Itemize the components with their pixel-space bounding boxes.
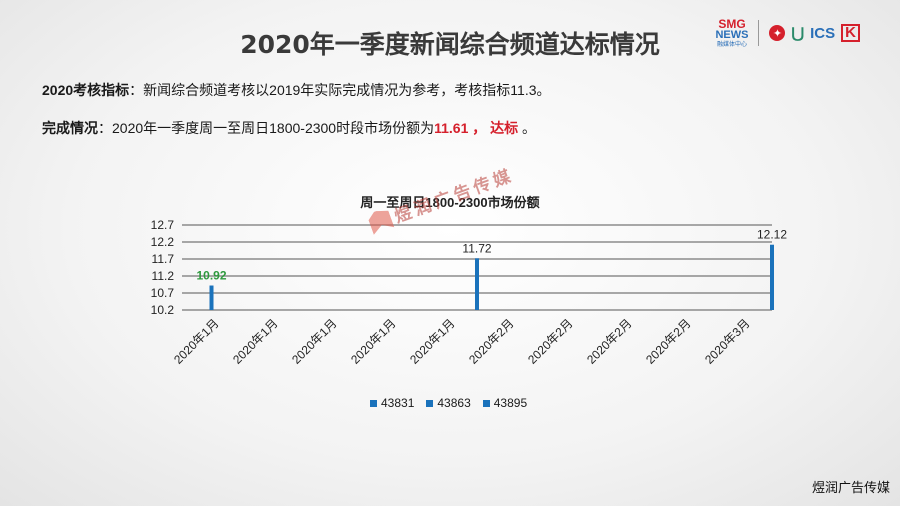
y-tick-label: 10.7 (151, 286, 175, 300)
completion-end: 。 (518, 120, 537, 136)
bar (475, 258, 479, 310)
x-tick-label: 2020年1月 (407, 316, 457, 366)
x-tick-label: 2020年1月 (348, 316, 398, 366)
smg-logo-text: SMG (718, 17, 746, 31)
completion-label: 完成情况 (42, 120, 98, 136)
page-title: 2020年一季度新闻综合频道达标情况 (240, 30, 660, 59)
legend-item: 43895 (482, 396, 528, 410)
bar (209, 285, 214, 310)
news-logo-text: NEWS (715, 29, 749, 41)
media-center-text: 融媒体中心 (716, 42, 747, 48)
x-tick-label: 2020年2月 (584, 316, 634, 366)
bar (770, 244, 774, 310)
logo-group: SMG NEWS 融媒体中心 ✦ ⋃ ICS K (715, 18, 860, 48)
x-tick-label: 2020年2月 (466, 316, 516, 366)
indicator-label: 2020考核指标 (42, 82, 130, 98)
legend-label: 43863 (437, 396, 471, 410)
x-tick-label: 2020年1月 (171, 316, 221, 366)
y-tick-label: 12.7 (151, 218, 175, 232)
ics-logo: ICS (810, 24, 836, 42)
smg-news-logo: SMG NEWS 融媒体中心 (715, 18, 748, 48)
y-tick-label: 12.2 (151, 235, 175, 249)
x-tick-label: 2020年2月 (525, 316, 575, 366)
y-tick-label: 11.7 (152, 252, 175, 266)
indicator-text: ：新闻综合频道考核以2019年实际完成情况为参考，考核指标11.3。 (129, 82, 551, 98)
y-tick-label: 10.2 (151, 303, 175, 317)
x-tick-label: 2020年3月 (702, 316, 752, 366)
completion-value: 11.61 (434, 120, 469, 136)
legend-label: 43895 (493, 396, 528, 410)
legend-label: 43831 (381, 396, 415, 410)
legend-item: 43831 (370, 396, 414, 410)
legend-swatch (370, 399, 377, 407)
x-tick-label: 2020年2月 (643, 316, 693, 366)
completion-text: ：2020年一季度周一至周日1800-2300时段市场份额为 (98, 120, 435, 136)
k-logo: K (841, 24, 860, 42)
red-circle-logo-icon: ✦ (769, 25, 786, 41)
data-label: 11.72 (462, 241, 491, 255)
y-tick-label: 11.2 (152, 269, 175, 283)
chart-title: 周一至周日1800-2300市场份额 (360, 195, 540, 210)
legend-item: 43863 (426, 396, 471, 410)
x-tick-label: 2020年1月 (230, 316, 280, 366)
data-label: 12.12 (757, 228, 787, 242)
corner-watermark: 煜润广告传媒 (811, 480, 890, 495)
shield-logo-icon: ⋃ (791, 25, 805, 42)
chart-legend: 43831 43863 43895 (370, 396, 527, 410)
completion-separator: ， (468, 120, 491, 136)
logo-divider (758, 20, 760, 46)
x-tick-label: 2020年1月 (289, 316, 339, 366)
data-label: 10.92 (196, 269, 226, 283)
indicator-line: 2020考核指标：新闻综合频道考核以2019年实际完成情况为参考，考核指标11.… (42, 80, 551, 100)
legend-swatch (482, 399, 490, 407)
completion-status: 达标 (490, 120, 519, 136)
completion-line: 完成情况：2020年一季度周一至周日1800-2300时段市场份额为11.61 … (42, 118, 536, 138)
legend-swatch (426, 399, 434, 407)
